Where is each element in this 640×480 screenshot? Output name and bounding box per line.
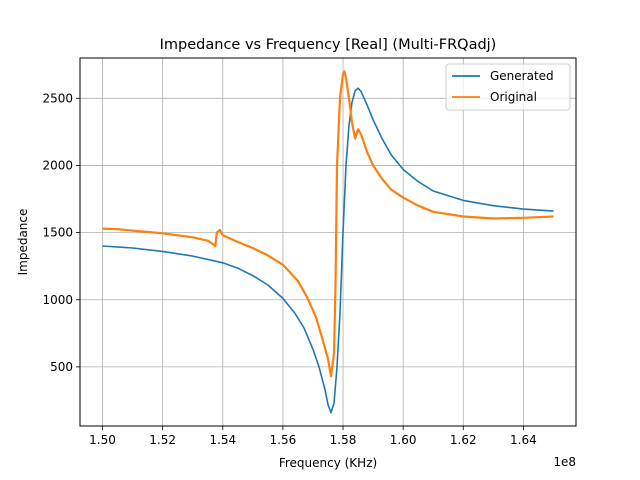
y-tick-label: 2500: [42, 91, 73, 105]
grid: [80, 58, 576, 426]
x-axis-offset-label: 1e8: [553, 455, 576, 469]
y-tick-label: 500: [50, 360, 73, 374]
axis-ticks: 1.50 1.52 1.54 1.56 1.58 1.60 1.62 1.64 500 1000 1…: [42, 91, 536, 447]
x-tick-label: 1.64: [510, 433, 537, 447]
legend-label-generated: Generated: [490, 69, 554, 83]
y-tick-label: 1500: [42, 226, 73, 240]
x-tick-label: 1.54: [209, 433, 236, 447]
y-tick-label: 2000: [42, 158, 73, 172]
y-tick-label: 1000: [42, 293, 73, 307]
x-axis-label: Frequency (KHz): [279, 456, 377, 470]
y-axis-label: Impedance: [16, 209, 30, 276]
x-tick-label: 1.56: [270, 433, 297, 447]
legend: Generated Original: [445, 63, 571, 111]
x-tick-label: 1.60: [390, 433, 417, 447]
chart-title: Impedance vs Frequency [Real] (Multi-FRQ…: [160, 37, 497, 53]
series-line-original: [102, 70, 554, 378]
plot-series: [102, 70, 554, 414]
x-tick-label: 1.50: [89, 433, 116, 447]
legend-label-original: Original: [490, 90, 537, 104]
x-tick-label: 1.62: [450, 433, 477, 447]
series-line-generated: [102, 87, 554, 414]
x-tick-label: 1.58: [330, 433, 357, 447]
plot-frame: [79, 57, 577, 427]
x-tick-label: 1.52: [149, 433, 176, 447]
